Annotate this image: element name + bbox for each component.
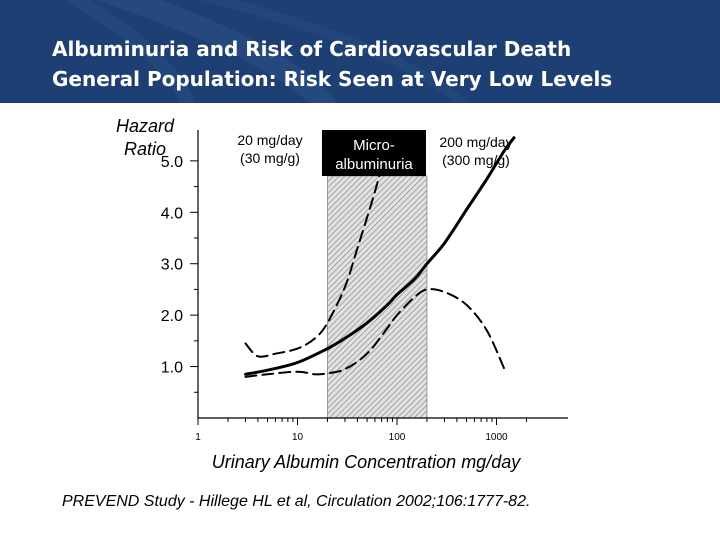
annotation-200-line-2: (300 mg/g) bbox=[442, 152, 510, 168]
series-lower-ci-line bbox=[244, 288, 506, 378]
title-line-2: General Population: Risk Seen at Very Lo… bbox=[52, 67, 613, 91]
chart-curves bbox=[244, 136, 516, 378]
chart-axes bbox=[197, 130, 568, 419]
header-swirl-decoration bbox=[63, 0, 470, 103]
x-tick-label: 100 bbox=[389, 432, 406, 443]
y-axis-label-line-2: Ratio bbox=[123, 139, 167, 159]
x-axis-label: Urinary Albumin Concentration mg/day bbox=[146, 449, 586, 475]
annotation-20-mg-day: 20 mg/day (30 mg/g) bbox=[226, 131, 314, 167]
y-tick-label: 5.0 bbox=[161, 154, 183, 171]
y-tick-label: 1.0 bbox=[161, 360, 183, 377]
footer-band bbox=[0, 520, 720, 540]
y-axis-label: Hazard Ratio bbox=[104, 115, 186, 161]
x-tick-label: 1 bbox=[195, 432, 201, 443]
y-tick-label: 2.0 bbox=[161, 308, 183, 325]
y-tick-label: 3.0 bbox=[161, 257, 183, 274]
microalbuminuria-label-line-2: albuminuria bbox=[335, 156, 413, 173]
annotation-200-line-1: 200 mg/day bbox=[439, 134, 513, 150]
x-tick-label: 10 bbox=[292, 432, 304, 443]
series-upper-ci-line bbox=[244, 144, 389, 358]
annotation-20-line-2: (30 mg/g) bbox=[240, 150, 300, 166]
y-axis-label-line-1: Hazard bbox=[115, 116, 175, 136]
series-estimate-line bbox=[244, 136, 516, 376]
chart-ticks: 1.0 2.0 3.0 4.0 5.0 1 10 100 1000 bbox=[161, 154, 527, 443]
microalbuminuria-label-line-1: Micro- bbox=[353, 137, 395, 154]
y-tick-label: 4.0 bbox=[161, 205, 183, 222]
annotation-20-line-1: 20 mg/day bbox=[237, 132, 303, 148]
title-line-1: Albuminuria and Risk of Cardiovascular D… bbox=[52, 37, 572, 61]
page-title: Albuminuria and Risk of Cardiovascular D… bbox=[52, 34, 612, 94]
annotation-200-mg-day: 200 mg/day (300 mg/g) bbox=[428, 133, 524, 169]
microalbuminuria-label: Micro- albuminuria bbox=[322, 130, 426, 176]
citation: PREVEND Study - Hillege HL et al, Circul… bbox=[62, 493, 531, 510]
microalbuminuria-band bbox=[327, 175, 428, 419]
slide-header: Albuminuria and Risk of Cardiovascular D… bbox=[0, 0, 720, 103]
x-tick-label: 1000 bbox=[485, 432, 508, 443]
